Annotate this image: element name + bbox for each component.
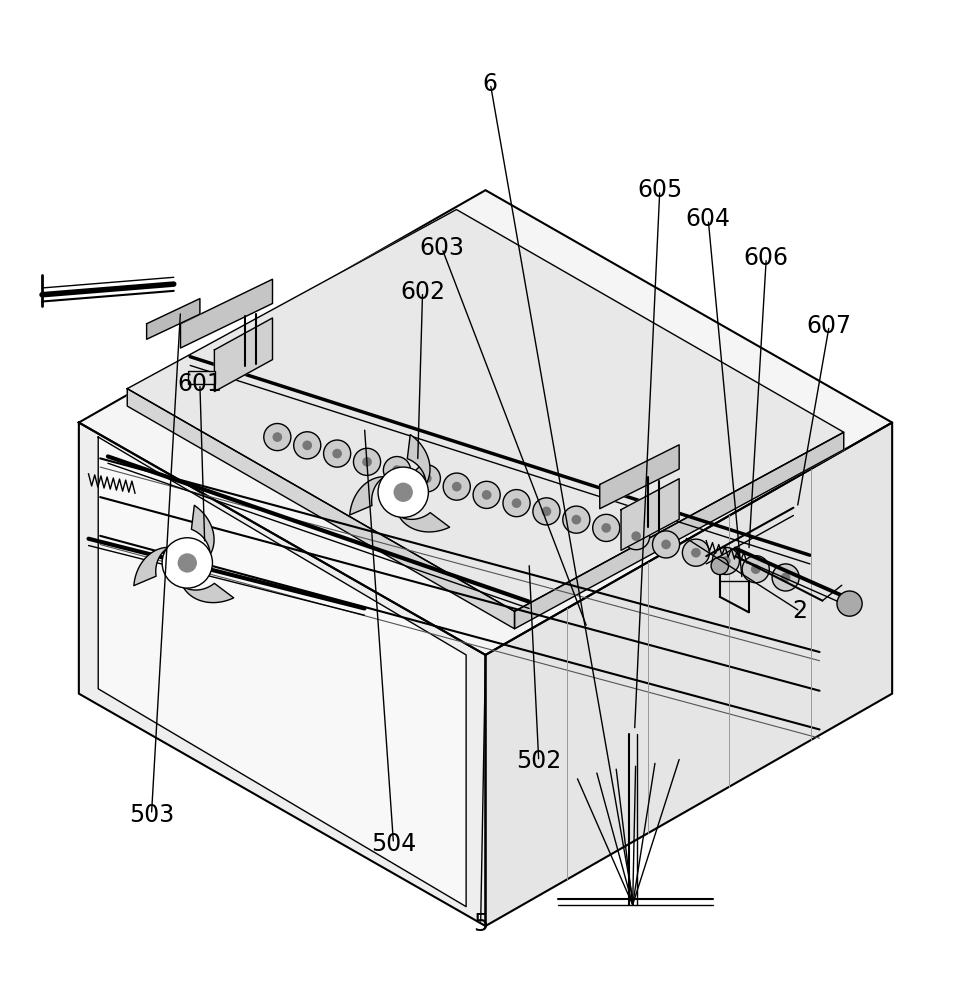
Circle shape bbox=[503, 490, 530, 517]
Circle shape bbox=[384, 457, 411, 484]
Circle shape bbox=[721, 556, 731, 566]
Circle shape bbox=[653, 531, 680, 558]
Polygon shape bbox=[215, 318, 273, 392]
Polygon shape bbox=[134, 547, 169, 586]
Polygon shape bbox=[79, 423, 486, 926]
Circle shape bbox=[293, 432, 320, 459]
Polygon shape bbox=[515, 432, 844, 629]
Circle shape bbox=[452, 482, 461, 491]
Polygon shape bbox=[184, 583, 234, 603]
Circle shape bbox=[443, 473, 470, 500]
Polygon shape bbox=[79, 190, 892, 655]
Circle shape bbox=[392, 465, 402, 475]
FancyBboxPatch shape bbox=[188, 371, 216, 384]
Circle shape bbox=[378, 467, 428, 517]
Text: 2: 2 bbox=[792, 599, 808, 623]
Circle shape bbox=[622, 523, 650, 550]
Text: 504: 504 bbox=[371, 832, 417, 856]
Polygon shape bbox=[350, 477, 385, 515]
Text: 605: 605 bbox=[637, 178, 683, 202]
Text: 604: 604 bbox=[686, 207, 731, 231]
Polygon shape bbox=[621, 479, 679, 550]
Text: 607: 607 bbox=[807, 314, 852, 338]
Circle shape bbox=[162, 538, 213, 588]
Circle shape bbox=[837, 591, 862, 616]
Text: 603: 603 bbox=[419, 236, 464, 260]
Text: 503: 503 bbox=[129, 803, 174, 827]
Polygon shape bbox=[98, 437, 466, 907]
Circle shape bbox=[572, 515, 582, 524]
Circle shape bbox=[512, 498, 521, 508]
Circle shape bbox=[772, 564, 799, 591]
Circle shape bbox=[713, 547, 739, 574]
Circle shape bbox=[661, 540, 671, 549]
Text: 606: 606 bbox=[744, 246, 788, 270]
Circle shape bbox=[178, 553, 197, 573]
Circle shape bbox=[273, 432, 283, 442]
Text: 6: 6 bbox=[483, 72, 498, 96]
Polygon shape bbox=[181, 279, 273, 348]
Text: 601: 601 bbox=[178, 372, 222, 396]
Polygon shape bbox=[127, 210, 844, 611]
Text: 502: 502 bbox=[517, 749, 561, 773]
Circle shape bbox=[473, 481, 500, 508]
Polygon shape bbox=[191, 505, 214, 555]
Circle shape bbox=[482, 490, 491, 500]
Circle shape bbox=[601, 523, 611, 533]
Circle shape bbox=[751, 564, 760, 574]
Circle shape bbox=[533, 498, 560, 525]
Circle shape bbox=[742, 556, 769, 583]
Circle shape bbox=[592, 514, 619, 541]
Circle shape bbox=[414, 465, 441, 492]
Circle shape bbox=[683, 539, 710, 566]
Text: 5: 5 bbox=[473, 912, 488, 936]
Circle shape bbox=[393, 483, 413, 502]
Circle shape bbox=[781, 573, 790, 582]
Polygon shape bbox=[407, 435, 430, 484]
Circle shape bbox=[542, 507, 552, 516]
Polygon shape bbox=[486, 423, 892, 926]
Text: 602: 602 bbox=[400, 280, 445, 304]
Polygon shape bbox=[127, 389, 515, 629]
Circle shape bbox=[353, 448, 381, 475]
Circle shape bbox=[362, 457, 372, 467]
Polygon shape bbox=[399, 513, 450, 532]
Polygon shape bbox=[600, 445, 679, 509]
Circle shape bbox=[631, 531, 641, 541]
Polygon shape bbox=[147, 299, 200, 339]
Circle shape bbox=[711, 557, 728, 575]
Circle shape bbox=[563, 506, 590, 533]
Circle shape bbox=[332, 449, 342, 458]
Circle shape bbox=[422, 474, 432, 483]
Circle shape bbox=[323, 440, 351, 467]
Circle shape bbox=[302, 440, 312, 450]
Circle shape bbox=[264, 424, 291, 451]
Circle shape bbox=[691, 548, 701, 558]
